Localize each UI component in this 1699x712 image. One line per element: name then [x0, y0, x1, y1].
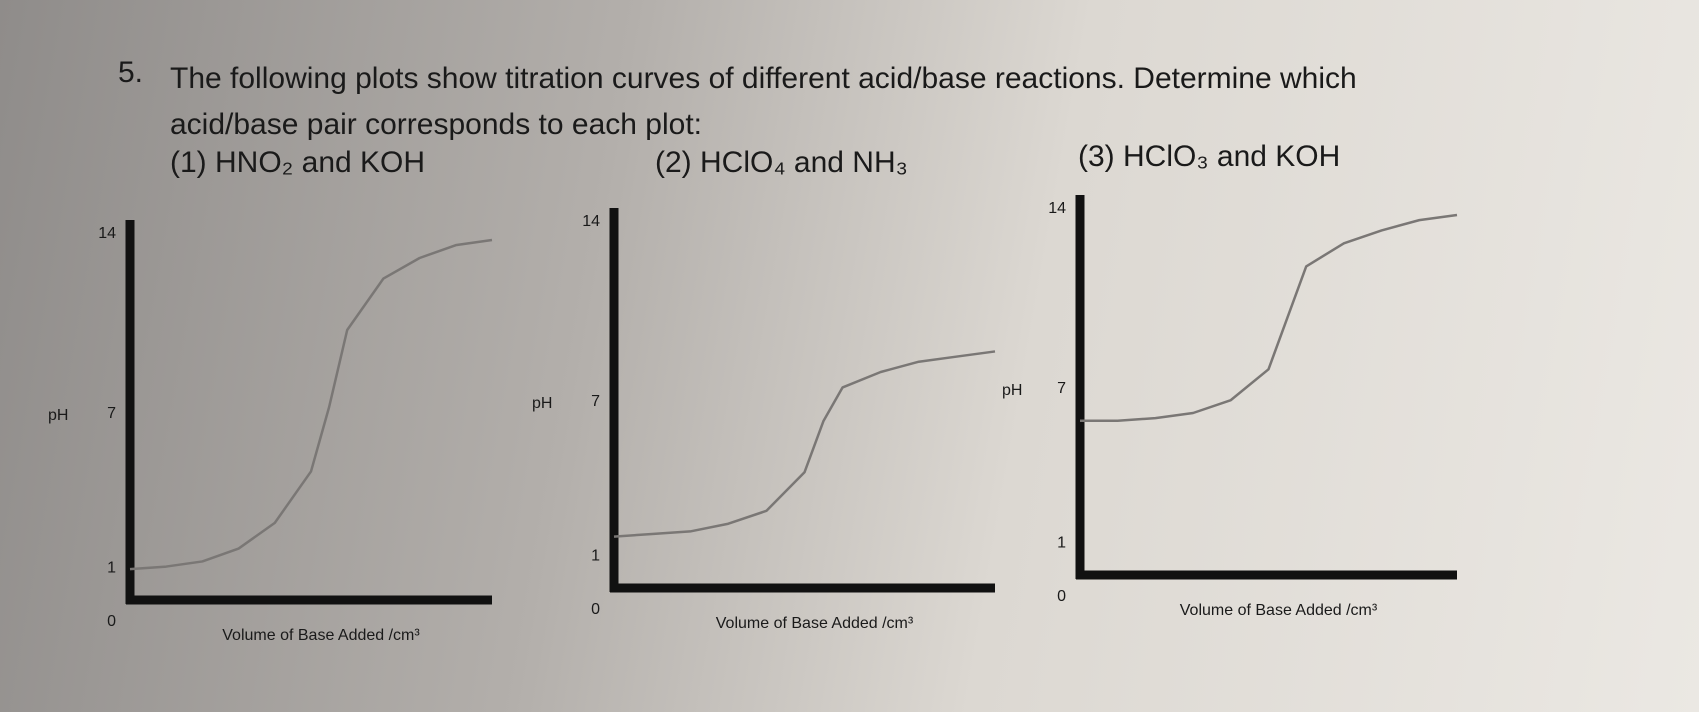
- x-axis-label: Volume of Base Added /cm³: [222, 627, 420, 644]
- x-axis-label: Volume of Base Added /cm³: [716, 615, 914, 632]
- y-tick-label: 14: [582, 213, 600, 230]
- y-tick-label: 14: [1048, 200, 1066, 217]
- option: (2) HClO₄ and NH₃: [655, 146, 908, 179]
- titration-curve: [613, 350, 996, 538]
- y-tick-label: 14: [98, 225, 116, 242]
- option: (3) HClO₃ and KOH: [1078, 140, 1341, 173]
- y-axis-label: pH: [48, 407, 68, 424]
- y-axis-label: pH: [532, 395, 552, 412]
- y-tick-label: 0: [107, 613, 116, 630]
- y-tick-label: 1: [591, 548, 600, 565]
- question-text: The following plots show titration curve…: [170, 62, 1357, 141]
- y-tick-label: 7: [107, 405, 116, 422]
- y-tick-label: 1: [1057, 535, 1066, 552]
- y-tick-label: 1: [107, 560, 116, 577]
- question-number: 5.: [118, 56, 144, 89]
- y-tick-label: 7: [591, 393, 600, 410]
- titration-curve: [129, 238, 493, 571]
- titration-curve: [1080, 213, 1458, 422]
- y-tick-label: 0: [1057, 588, 1066, 605]
- y-axis-label: pH: [1002, 382, 1022, 399]
- option: (1) HNO₂ and KOH: [170, 146, 426, 179]
- x-axis-label: Volume of Base Added /cm³: [1180, 602, 1378, 619]
- y-tick-label: 0: [591, 601, 600, 618]
- y-tick-label: 7: [1057, 380, 1066, 397]
